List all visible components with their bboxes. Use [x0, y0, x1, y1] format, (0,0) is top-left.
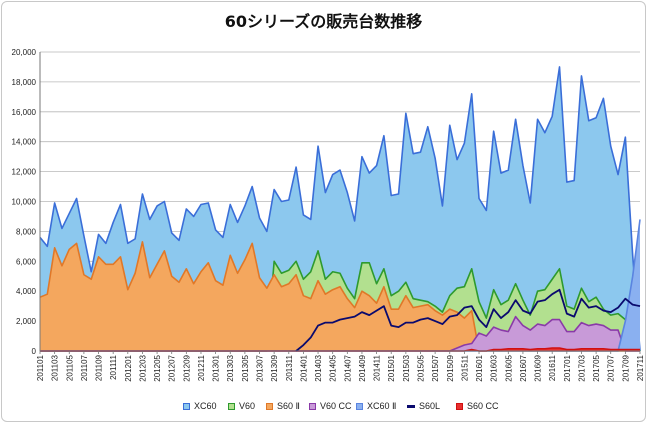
- x-tick-label: 201705: [592, 354, 601, 381]
- x-tick-label: 201201: [124, 354, 133, 381]
- x-tick-label: 201711: [636, 354, 645, 381]
- x-tick-label: 201605: [504, 354, 513, 381]
- x-tick-label: 201301: [212, 354, 221, 381]
- x-tick-label: 201305: [241, 354, 250, 381]
- x-tick-label: 201509: [446, 354, 455, 381]
- legend-item: S60L: [407, 401, 440, 411]
- x-tick-labels: 201101 201103 201105 201107 201109 201111 2012…: [36, 351, 645, 382]
- x-tick-label: 201207: [168, 354, 177, 381]
- y-tick-label: 4,000: [16, 287, 37, 296]
- y-tick-label: 12,000: [12, 168, 37, 177]
- x-tick-label: 201303: [226, 354, 235, 381]
- legend-swatch: [183, 402, 190, 410]
- y-tick-label: 2,000: [16, 317, 37, 326]
- x-tick-label: 201407: [343, 354, 352, 381]
- legend-item: V60: [228, 401, 255, 411]
- y-tick-label: 18,000: [12, 78, 37, 87]
- chart-title: 60シリーズの販売台数推移: [224, 12, 423, 31]
- y-tick-label: 14,000: [12, 138, 37, 147]
- series-areas: [39, 66, 641, 352]
- y-tick-label: 0: [32, 347, 37, 356]
- y-tick-label: 8,000: [16, 227, 37, 236]
- area-edge-XC60: [39, 66, 641, 352]
- x-tick-label: 201111: [109, 354, 118, 379]
- x-tick-label: 201405: [329, 354, 338, 381]
- legend-label: S60 Ⅱ: [277, 401, 300, 411]
- x-tick-label: 201607: [519, 354, 528, 381]
- x-tick-label: 201103: [51, 354, 60, 381]
- legend-label: V60: [239, 401, 256, 411]
- legend-swatch: [309, 402, 316, 410]
- legend-label: S60 CC: [467, 401, 499, 411]
- chart-legend: XC60 V60 S60 Ⅱ V60 CC XC60 Ⅱ S60L S60 CC: [0, 401, 647, 415]
- x-tick-label: 201507: [431, 354, 440, 381]
- legend-swatch: [456, 402, 463, 410]
- x-tick-label: 201503: [402, 354, 411, 381]
- y-tick-label: 10,000: [12, 198, 37, 207]
- x-tick-label: 201307: [256, 354, 265, 381]
- y-tick-labels: 0 2,000 4,000 6,000 8,000 10,000 12,000 14,000 1…: [12, 48, 37, 356]
- axes: [39, 52, 640, 352]
- x-tick-label: 201209: [182, 354, 191, 381]
- legend-item: S60 CC: [456, 401, 499, 411]
- x-tick-label: 201703: [577, 354, 586, 381]
- line-S60L: [295, 288, 641, 352]
- x-tick-label: 201205: [153, 354, 162, 381]
- x-tick-label: 201701: [563, 354, 572, 381]
- legend-item: V60 CC: [309, 401, 352, 411]
- x-tick-label: 201501: [387, 354, 396, 381]
- x-tick-label: 201409: [358, 354, 367, 381]
- x-tick-label: 201609: [534, 354, 543, 381]
- area-S60-Ⅱ: [40, 241, 640, 351]
- legend-item: S60 Ⅱ: [266, 401, 300, 412]
- y-tick-label: 16,000: [12, 108, 37, 117]
- x-tick-label: 201401: [299, 354, 308, 381]
- x-tick-label: 201211: [197, 354, 206, 381]
- x-tick-label: 201511: [460, 354, 469, 381]
- legend-swatch: [228, 402, 235, 410]
- legend-item: XC60: [183, 401, 217, 411]
- x-tick-label: 201709: [621, 354, 630, 381]
- legend-item: XC60 Ⅱ: [356, 401, 396, 412]
- x-tick-label: 201105: [65, 354, 74, 381]
- y-tick-label: 6,000: [16, 257, 37, 266]
- series-lines: [295, 288, 641, 352]
- x-tick-label: 201311: [285, 354, 294, 381]
- x-tick-label: 201403: [314, 354, 323, 381]
- legend-label: XC60: [194, 401, 217, 411]
- legend-swatch: [266, 403, 273, 410]
- y-tick-label: 20,000: [12, 48, 37, 57]
- x-tick-label: 201603: [490, 354, 499, 381]
- x-tick-label: 201309: [270, 354, 279, 381]
- x-tick-label: 201707: [607, 354, 616, 381]
- x-tick-label: 201101: [36, 354, 45, 381]
- legend-swatch: [356, 403, 363, 410]
- legend-label: XC60 Ⅱ: [367, 401, 397, 411]
- area-V60-CC: [40, 316, 640, 351]
- legend-label: V60 CC: [320, 401, 352, 411]
- x-tick-label: 201611: [548, 354, 557, 381]
- x-tick-label: 201107: [80, 354, 89, 381]
- legend-label: S60L: [419, 401, 441, 411]
- x-tick-label: 201109: [95, 354, 104, 381]
- x-tick-label: 201505: [416, 354, 425, 381]
- x-tick-label: 201411: [373, 354, 382, 381]
- legend-swatch: [407, 404, 415, 408]
- x-tick-label: 201601: [475, 354, 484, 381]
- x-tick-label: 201203: [138, 354, 147, 381]
